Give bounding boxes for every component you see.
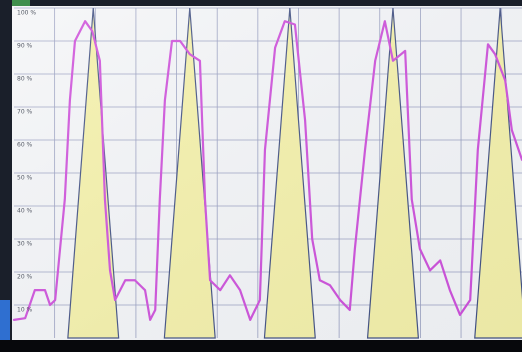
- y-tick-label: 70 %: [17, 109, 33, 116]
- y-tick-label: 20 %: [17, 274, 33, 281]
- y-tick-label: 10 %: [17, 307, 33, 314]
- y-tick-label: 60 %: [17, 142, 33, 149]
- chart: 10 % 20 % 30 % 40 % 50 % 60 % 70 % 80 % 90 % 100 …: [0, 0, 522, 352]
- y-tick-label: 100 %: [17, 10, 36, 17]
- y-tick-label: 40 %: [17, 208, 33, 215]
- y-tick-label: 90 %: [17, 43, 33, 50]
- y-tick-label: 50 %: [17, 175, 33, 182]
- taskbar-button: [0, 300, 10, 340]
- screen-bottom-edge: [0, 340, 522, 352]
- y-tick-label: 30 %: [17, 241, 33, 248]
- window-marker: [12, 0, 30, 6]
- y-tick-label: 80 %: [17, 76, 33, 83]
- page: {"chart_data": { "type": "line", "xlim":…: [0, 0, 522, 352]
